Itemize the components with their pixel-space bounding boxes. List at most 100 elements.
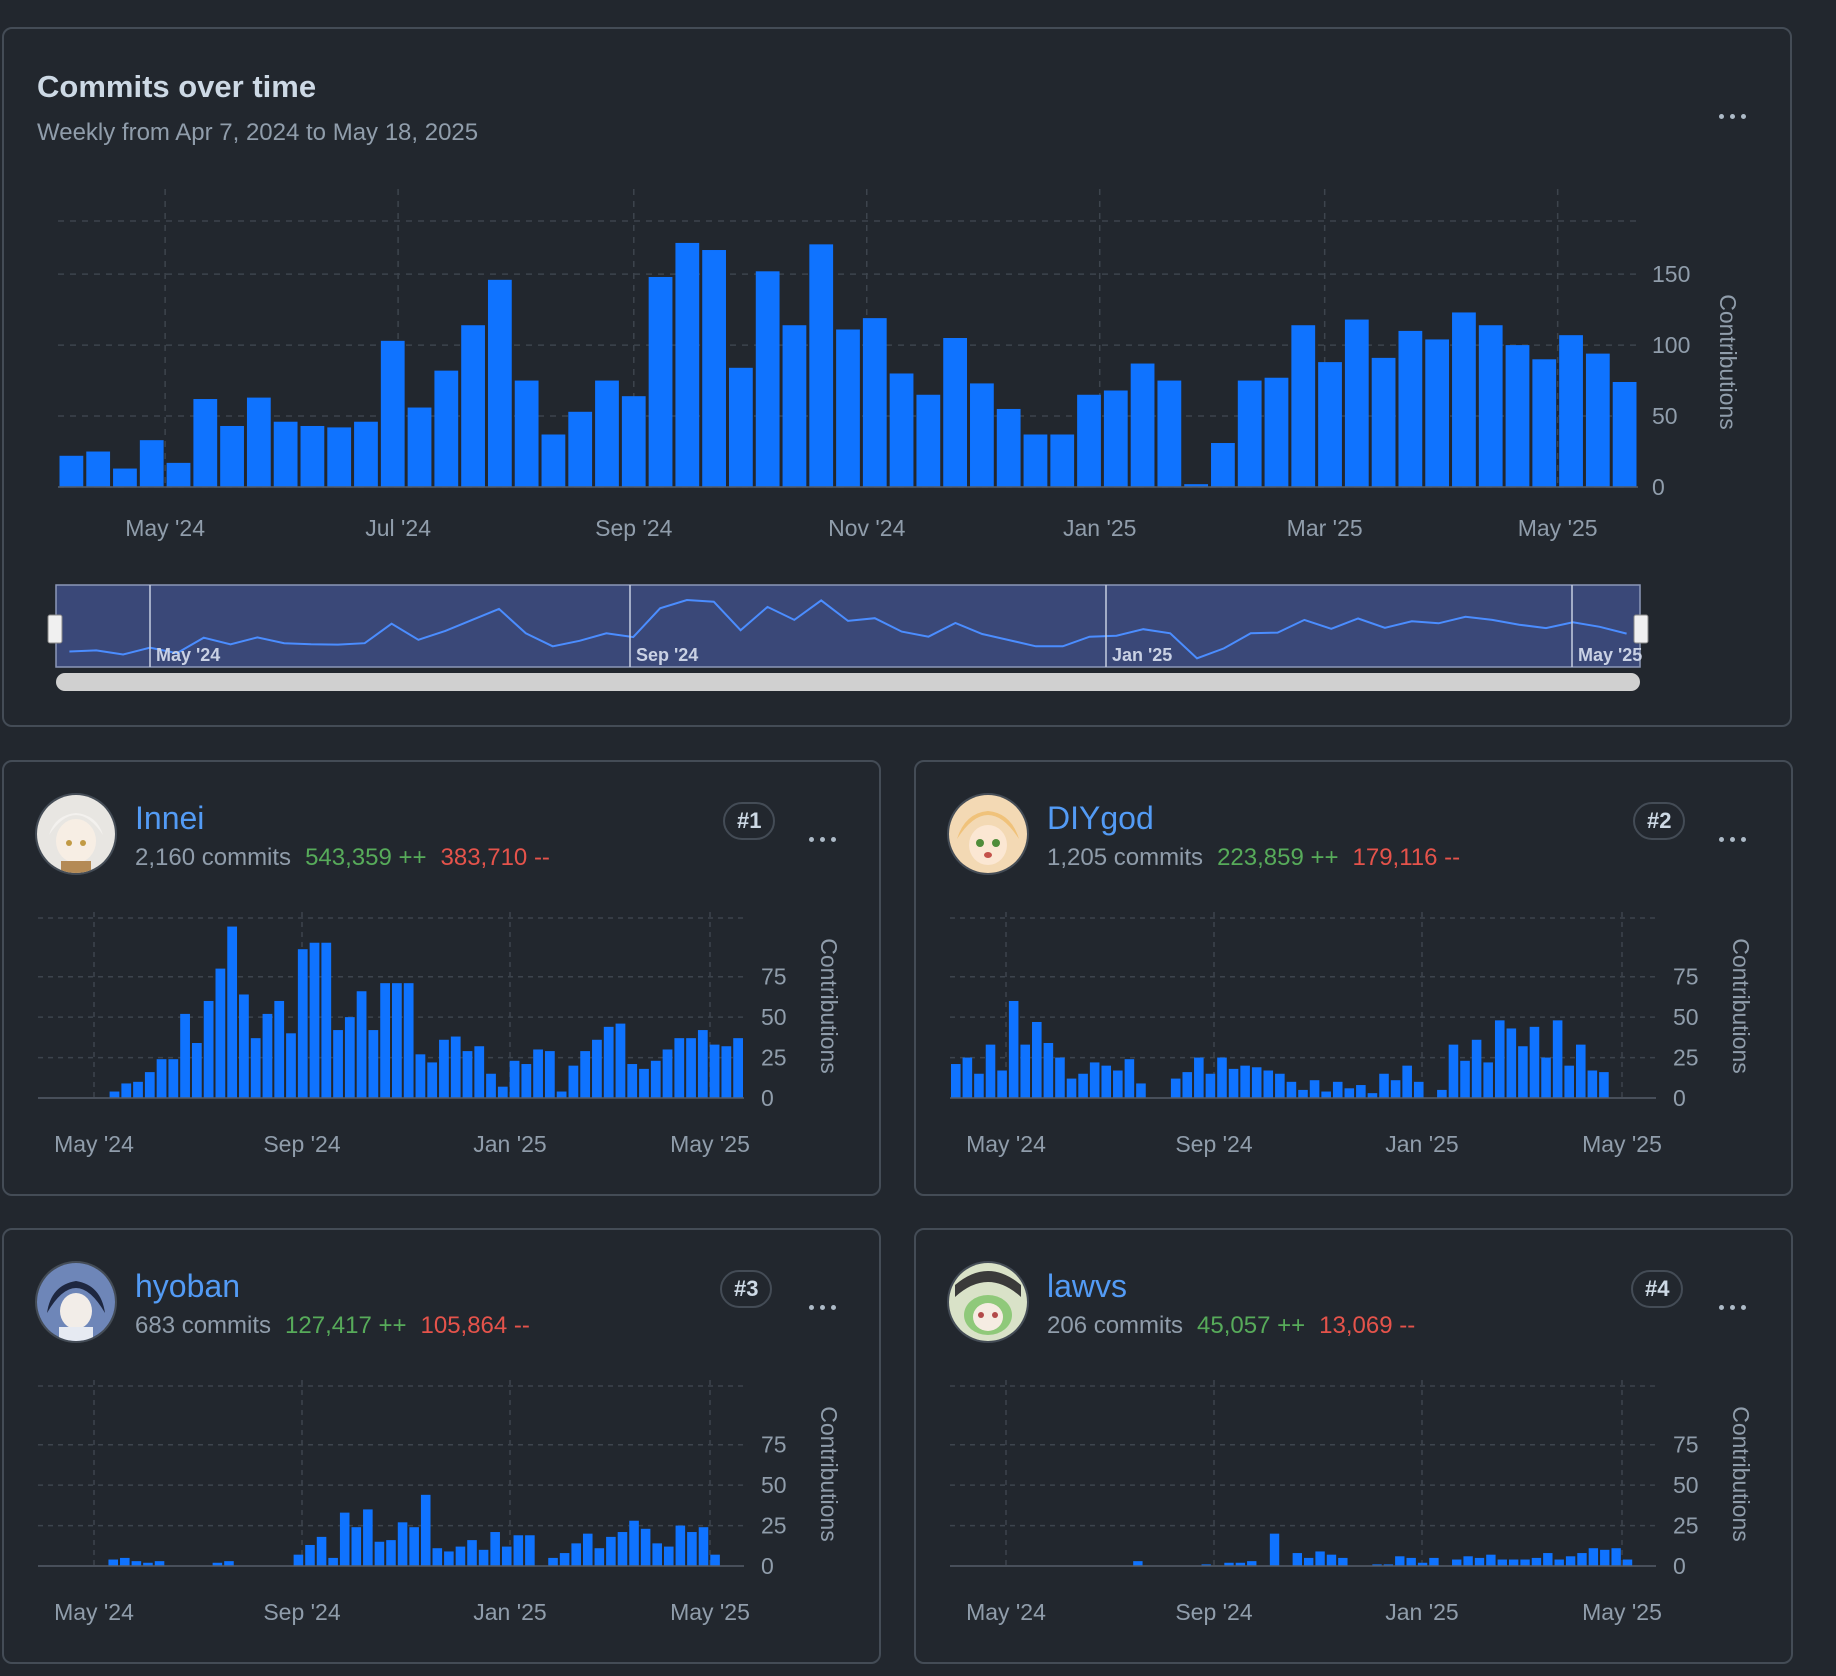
bar (333, 1030, 343, 1098)
bar (1067, 1079, 1077, 1098)
bar (1613, 382, 1637, 487)
bar (110, 1092, 120, 1098)
y-tick-label: 50 (761, 1472, 787, 1498)
bar (1009, 1001, 1019, 1098)
bar (1506, 345, 1530, 487)
bar (357, 991, 367, 1098)
bar (997, 1071, 1007, 1098)
bar (1356, 1085, 1366, 1098)
x-tick-label: May '25 (1582, 1599, 1662, 1625)
commits-over-time-card: Commits over time Weekly from Apr 7, 202… (2, 27, 1792, 727)
bar (479, 1550, 489, 1566)
bar (1553, 1020, 1563, 1098)
bar (943, 338, 967, 487)
bar (721, 1046, 731, 1098)
x-tick-label: Sep '24 (1175, 1599, 1252, 1625)
bar (641, 1529, 651, 1566)
bar (204, 1001, 214, 1098)
navigator-handle-right[interactable] (1634, 615, 1648, 643)
bar (486, 1074, 496, 1098)
bar (467, 1540, 477, 1566)
navigator-scrollbar[interactable] (56, 673, 1640, 691)
bar (488, 280, 512, 487)
x-tick-label: Mar '25 (1287, 515, 1363, 541)
y-tick-label: 50 (1673, 1472, 1699, 1498)
contributor-chart: 0 25 50 75 May '24 Sep '24 Jan '25 May '25 Contr… (916, 1230, 1791, 1662)
bar (227, 927, 237, 1098)
bar (113, 469, 137, 487)
bar (408, 408, 432, 487)
bar (951, 1064, 961, 1098)
bar (525, 1535, 535, 1566)
bar (140, 440, 164, 487)
bar (627, 1064, 637, 1098)
bar (1125, 1059, 1135, 1098)
bar (1298, 1090, 1308, 1098)
x-tick-label: Sep '24 (1175, 1131, 1252, 1157)
y-axis-label: Contributions (816, 1406, 842, 1542)
contributor-chart: 0 25 50 75 May '24 Sep '24 Jan '25 May '25 Contr… (4, 1230, 879, 1662)
bar (502, 1547, 512, 1566)
bar (474, 1046, 484, 1098)
bar (1333, 1082, 1343, 1098)
bar (583, 1534, 593, 1566)
x-tick-label: Nov '24 (828, 515, 905, 541)
bar (444, 1551, 454, 1566)
bar (1345, 1088, 1355, 1098)
navigator-label: May '25 (1578, 645, 1642, 665)
x-tick-label: May '25 (670, 1599, 750, 1625)
bar (557, 1092, 567, 1098)
bar (963, 1058, 973, 1098)
bar (606, 1537, 616, 1566)
bar (1566, 1556, 1575, 1566)
x-tick-label: May '24 (966, 1131, 1046, 1157)
y-axis-label: Contributions (1715, 294, 1741, 430)
bar (1486, 1555, 1495, 1566)
bar (145, 1072, 155, 1098)
bar (251, 1038, 261, 1098)
y-tick-label: 100 (1652, 332, 1690, 358)
x-tick-label: Jul '24 (365, 515, 431, 541)
bar (1101, 1066, 1111, 1098)
bar (427, 1062, 437, 1098)
bar (439, 1040, 449, 1098)
y-tick-label: 0 (1673, 1553, 1686, 1579)
bar (456, 1547, 466, 1566)
navigator-handle-left[interactable] (48, 615, 62, 643)
bar (863, 318, 887, 487)
bar (310, 943, 320, 1098)
y-axis-label: Contributions (816, 938, 842, 1074)
bar (1265, 378, 1289, 487)
bar (327, 427, 351, 487)
bar (321, 943, 331, 1098)
bar (274, 422, 298, 487)
bar (592, 1040, 602, 1098)
bar (180, 1014, 190, 1098)
bar (216, 969, 226, 1098)
bar (651, 1061, 661, 1098)
bar (1589, 1548, 1598, 1566)
bar (1372, 358, 1396, 487)
bar (354, 422, 378, 487)
y-tick-label: 75 (761, 964, 787, 990)
y-tick-label: 75 (761, 1432, 787, 1458)
bar (1576, 1045, 1586, 1098)
bar (1479, 325, 1503, 487)
bar (1509, 1560, 1518, 1566)
x-tick-label: Jan '25 (1063, 515, 1136, 541)
bar (1024, 434, 1048, 487)
bar (274, 1001, 284, 1098)
bar (381, 341, 405, 487)
bar (1437, 1090, 1447, 1098)
x-tick-label: May '24 (966, 1599, 1046, 1625)
bar (1588, 1071, 1598, 1098)
navigator-label: May '24 (156, 645, 220, 665)
bar (108, 1560, 118, 1566)
bar (1318, 362, 1342, 487)
bar (380, 983, 390, 1098)
bar (622, 396, 646, 487)
bar (1310, 1080, 1320, 1098)
bar (375, 1542, 385, 1566)
bar (1287, 1082, 1297, 1098)
bar (1600, 1550, 1609, 1566)
